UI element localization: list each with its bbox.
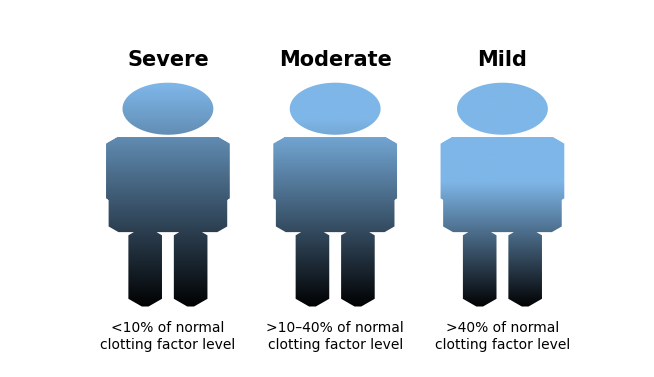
Text: >40% of normal
clotting factor level: >40% of normal clotting factor level: [435, 321, 570, 352]
Text: >10–40% of normal
clotting factor level: >10–40% of normal clotting factor level: [266, 321, 404, 352]
Text: Moderate: Moderate: [279, 50, 392, 70]
Text: <10% of normal
clotting factor level: <10% of normal clotting factor level: [100, 321, 235, 352]
Text: Severe: Severe: [127, 50, 209, 70]
Text: Mild: Mild: [477, 50, 527, 70]
